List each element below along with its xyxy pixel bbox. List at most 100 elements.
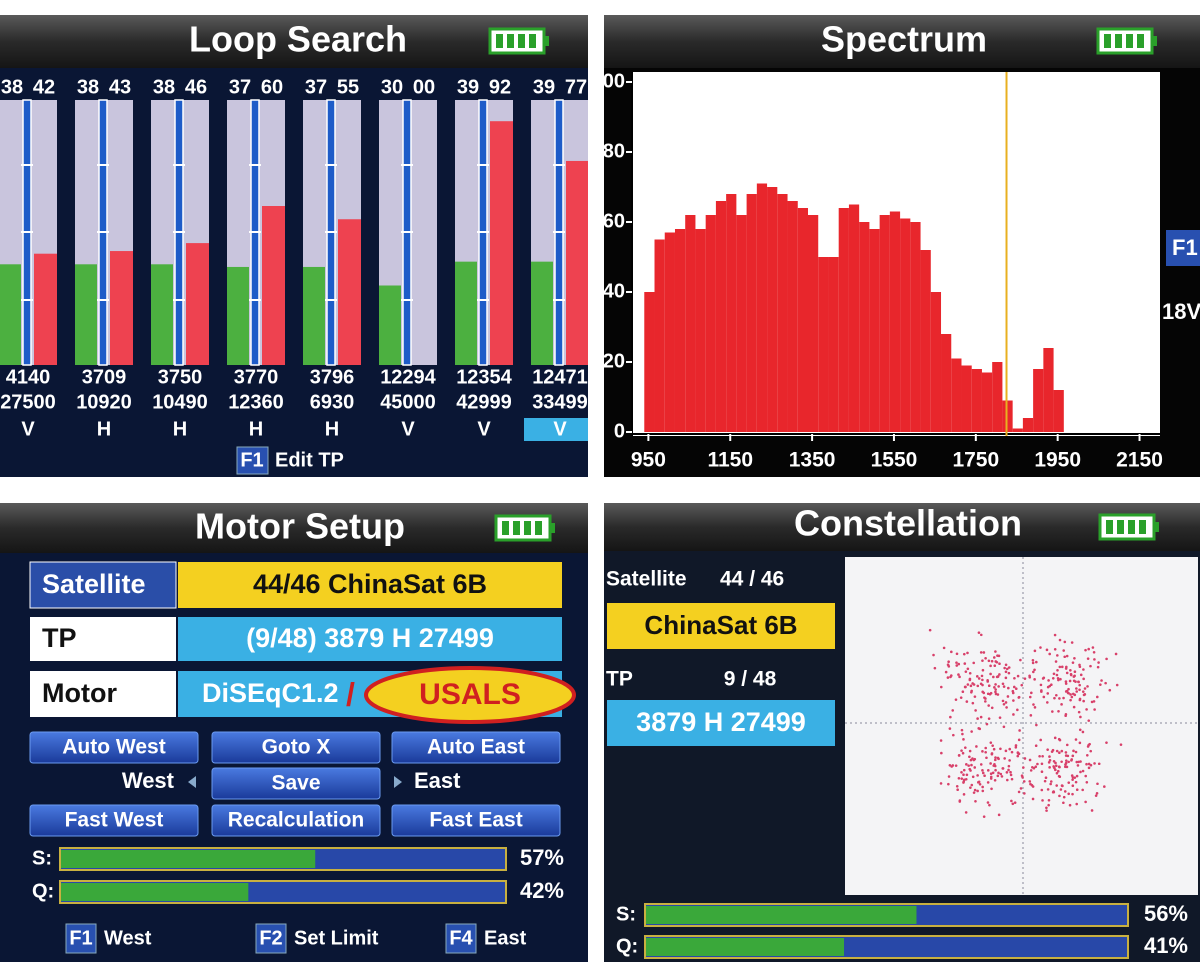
constellation-panel: Constellation Satellite 44 / 46 ChinaSat… — [604, 503, 1200, 962]
point — [1059, 788, 1063, 791]
name-box — [607, 603, 835, 649]
y-tick-label: 40 — [603, 280, 625, 302]
spectrum-bar — [818, 257, 829, 432]
frequency: 4140 — [6, 366, 51, 388]
point — [955, 652, 959, 656]
spectrum-bar — [889, 211, 901, 432]
point — [987, 717, 991, 720]
motor-label: Motor — [42, 678, 117, 708]
point — [1047, 803, 1050, 807]
point — [973, 766, 977, 769]
quality-label: 92 — [489, 76, 511, 98]
point — [997, 685, 1000, 688]
point — [957, 753, 961, 757]
point — [958, 800, 962, 803]
point — [1028, 758, 1032, 762]
point — [1099, 683, 1102, 686]
spectrum-bar — [644, 292, 655, 432]
point — [1046, 748, 1049, 751]
point — [1016, 674, 1020, 678]
point — [992, 656, 996, 659]
point — [975, 745, 978, 748]
button — [211, 804, 381, 837]
tp: 9 / 48 — [724, 668, 777, 691]
button — [391, 804, 561, 837]
key: F1 — [240, 449, 263, 471]
point — [984, 746, 988, 750]
point — [1028, 675, 1032, 679]
spectrum-panel: Spectrum F1 18V 950 1150 1350 1550 1750 1950 2… — [603, 15, 1200, 477]
key: F1 — [69, 927, 92, 949]
point — [1004, 749, 1008, 753]
point — [1038, 754, 1041, 758]
point — [1092, 700, 1096, 703]
point — [1063, 640, 1067, 644]
point — [976, 717, 979, 720]
east: East — [414, 768, 461, 793]
point — [1060, 749, 1064, 753]
point — [965, 700, 969, 703]
point — [1051, 677, 1055, 680]
point — [1074, 750, 1078, 754]
point — [1045, 648, 1049, 652]
quality-label: 46 — [185, 76, 207, 98]
point — [1103, 785, 1106, 788]
quality-bar — [490, 121, 513, 365]
x-tick-label: 950 — [631, 449, 666, 472]
point — [964, 746, 967, 749]
point — [976, 781, 980, 784]
point — [1053, 696, 1056, 700]
point — [994, 660, 998, 663]
point — [1081, 769, 1085, 773]
key-box — [1166, 230, 1200, 266]
point — [1005, 778, 1009, 782]
point — [1002, 685, 1006, 688]
y-tick-label: 80 — [603, 140, 625, 162]
spectrum-bar — [951, 358, 962, 432]
title: Loop Search — [189, 19, 407, 60]
point — [968, 755, 971, 759]
point — [1012, 685, 1016, 689]
button-label: Auto West — [62, 736, 165, 759]
point — [977, 631, 981, 634]
point — [987, 684, 991, 688]
point — [998, 716, 1002, 719]
point — [964, 670, 968, 673]
point — [968, 749, 972, 753]
point — [1002, 725, 1006, 729]
point — [1057, 765, 1061, 768]
symbol-rate: 42999 — [456, 391, 512, 413]
point — [1082, 699, 1085, 703]
point — [1073, 657, 1076, 660]
point — [993, 758, 997, 762]
satellite-label: Satellite — [42, 569, 146, 599]
point — [1094, 794, 1098, 797]
point — [982, 651, 986, 654]
point — [1081, 690, 1085, 693]
point — [1075, 690, 1079, 693]
point — [951, 709, 955, 712]
battery-icon — [488, 27, 551, 55]
spectrum-bar — [695, 229, 706, 432]
point — [1034, 765, 1038, 769]
point — [1056, 654, 1059, 657]
frequency: 3796 — [310, 366, 355, 388]
point — [1105, 741, 1108, 744]
point — [954, 764, 958, 767]
point — [1057, 774, 1061, 778]
x-tick-label: 1950 — [1034, 449, 1081, 472]
point — [1006, 695, 1010, 698]
point — [1047, 679, 1050, 682]
quality-bar — [186, 243, 209, 365]
point — [976, 684, 980, 688]
point — [1005, 706, 1008, 709]
signal-value: 57% — [520, 845, 564, 870]
key-label: West — [104, 927, 152, 949]
separator: / — [346, 676, 355, 712]
point — [1065, 671, 1069, 675]
point — [998, 662, 1001, 666]
point — [1077, 710, 1081, 714]
point — [981, 659, 984, 662]
point — [981, 750, 984, 753]
spectrum-bar — [705, 215, 716, 432]
